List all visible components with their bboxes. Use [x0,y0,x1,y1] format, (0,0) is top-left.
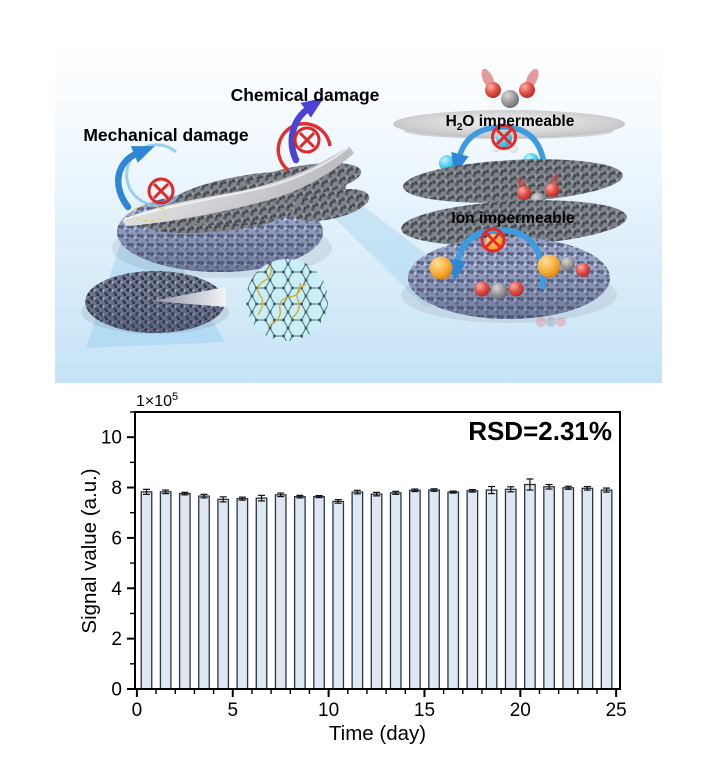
x-tick-label: 0 [132,700,143,721]
bar-day-14 [389,492,402,690]
y-tick-label: 0 [111,680,122,701]
prohibition-icon-h2o [491,124,517,150]
bar-day-10 [313,495,325,690]
bar-day-18 [466,490,479,690]
x-tick-label: 25 [606,700,627,721]
top-membrane-lens [393,110,625,138]
bar-day-24 [581,487,594,690]
x-tick-label: 10 [318,700,339,721]
bar-day-11 [332,500,345,690]
bar-day-13 [370,493,383,690]
bar-day-20 [504,488,517,690]
disk-wedge [152,287,226,307]
bar-day-1 [140,491,153,690]
y-tick-label: 6 [111,528,122,549]
prohibition-icon-mechanical [147,177,175,205]
faint-molecule [536,317,566,327]
x-tick-label: 20 [510,700,531,721]
bar-day-19 [485,489,498,690]
plot-frame [134,411,621,690]
bar-day-4 [198,495,210,690]
damaged-sensor-scene [112,97,370,278]
bar-day-17 [447,491,460,690]
prohibition-icon-chemical [293,126,321,154]
polymer-chain-squiggles [257,264,307,326]
graphene-sheet-upper [403,159,623,203]
mechanical-swoosh-icon [125,143,180,207]
bar-day-7 [255,497,268,690]
bar-day-21 [524,483,536,690]
rsd-annotation: RSD=2.31% [468,416,612,446]
chemical-damage-arrow-icon [288,97,324,164]
ion-ball [537,254,561,278]
bar-day-25 [600,489,613,690]
bar-day-9 [293,495,306,690]
y-axis-label: Signal value (a.u.) [78,468,101,633]
mechanical-damage-label: Mechanical damage [83,125,249,145]
h2o-impermeable-label: H2O impermeable [446,113,575,133]
x-axis-label: Time (day) [329,722,426,745]
y-tick-label: 10 [101,428,122,449]
bar-day-6 [236,497,249,690]
y-tick-label: 4 [111,579,122,600]
gas-molecule-top [481,68,539,108]
y-tick-label: 8 [111,478,122,499]
bar-day-5 [217,498,230,690]
co2-molecule-on-disk [474,281,524,299]
bar-day-23 [562,487,575,690]
mechanical-damage-arrow-icon [115,146,155,211]
x-tick-label: 15 [414,700,435,721]
sensor-disk-closeup [81,259,328,341]
graphene-sheet-lower [401,200,627,246]
chemical-damage-label: Chemical damage [231,85,380,105]
bar-day-16 [428,489,440,690]
bar-day-15 [408,489,421,690]
bar-day-22 [543,486,555,690]
bar-day-8 [274,494,287,690]
co2-molecule-on-disk [561,257,590,277]
ion-ball [429,256,453,280]
bar-day-3 [178,492,191,690]
bar-day-12 [351,491,364,690]
bar-day-2 [159,491,172,690]
ion-impermeable-label: Ion impermeable [451,210,575,227]
scale-label: 1×105 [136,391,178,410]
y-tick-label: 2 [111,629,122,650]
prohibition-icon-ion [480,227,506,253]
barrier-mechanism-scene [393,68,627,327]
x-tick-label: 5 [227,700,238,721]
